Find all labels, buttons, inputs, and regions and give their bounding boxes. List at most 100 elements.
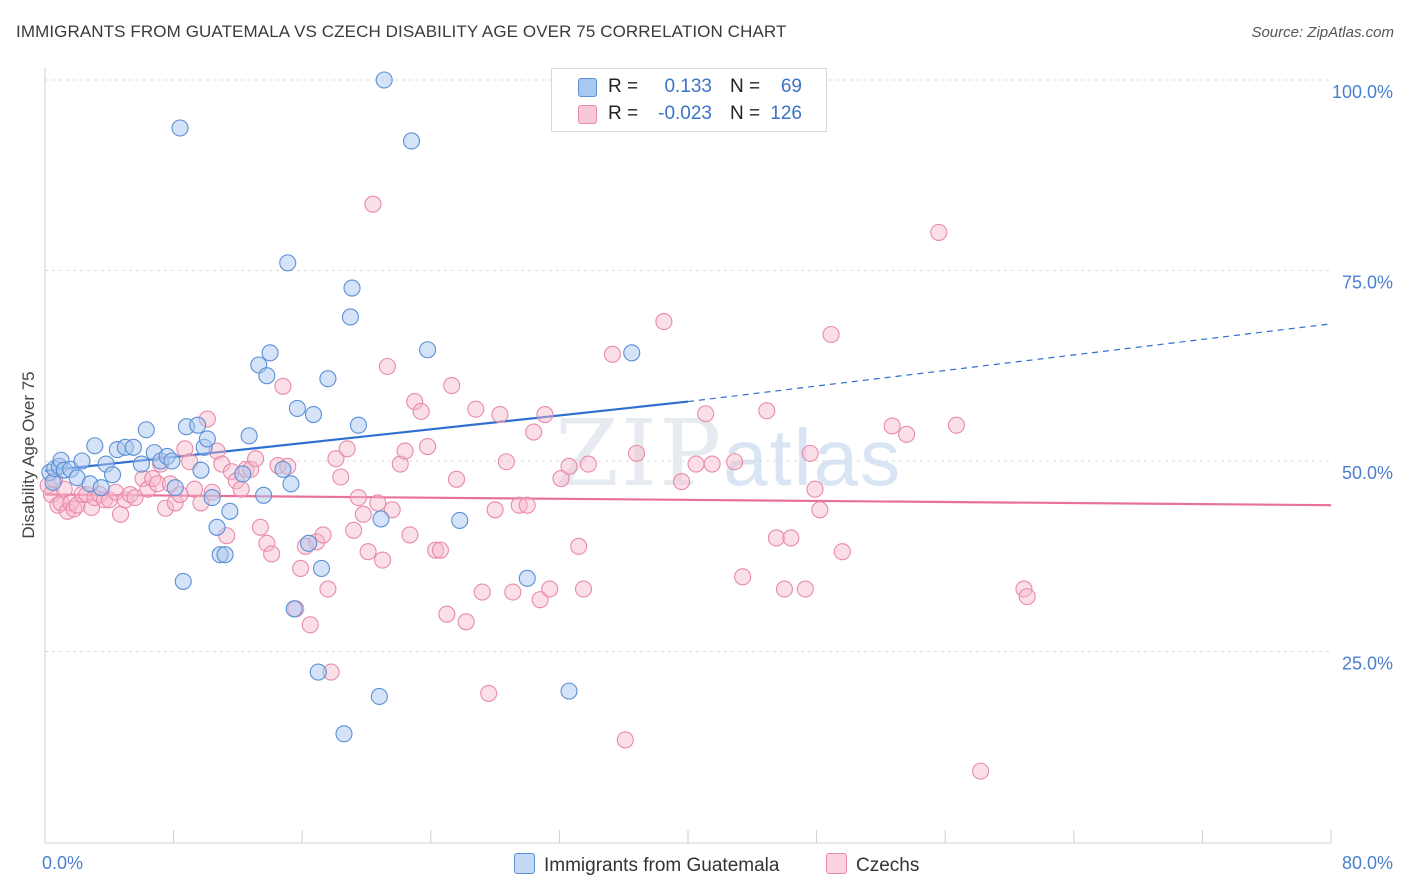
guatemala-point	[370, 687, 388, 706]
guatemala-point	[124, 438, 142, 456]
czech-point	[687, 455, 705, 473]
czech-point	[806, 480, 824, 498]
czech-point	[364, 195, 382, 213]
guatemala-point	[560, 682, 578, 700]
grid-lines	[45, 79, 1331, 652]
guatemala-point	[92, 479, 110, 497]
czech-point	[121, 485, 139, 504]
guatemala-point	[192, 461, 210, 479]
guatemala-point	[103, 466, 122, 484]
legend-swatch-blue	[578, 78, 597, 97]
czech-point	[541, 580, 559, 598]
guatemala-point	[300, 534, 318, 552]
czech-point	[258, 534, 276, 552]
legend-r-value: 0.133	[664, 76, 712, 97]
czech-point	[126, 489, 144, 507]
legend-n-value: 69	[780, 76, 802, 97]
y-tick-label: 25.0%	[1342, 654, 1393, 674]
czech-point	[427, 541, 445, 559]
guatemala-point	[258, 367, 276, 385]
guatemala-point	[304, 405, 323, 424]
guatemala-point	[73, 452, 91, 470]
legend-n-label: N =	[730, 103, 761, 124]
czech-point	[314, 526, 332, 544]
czech-point	[447, 470, 466, 488]
guatemala-point	[282, 475, 300, 493]
czech-point	[251, 518, 269, 536]
guatemala-point	[240, 427, 258, 445]
czech-point	[796, 580, 814, 598]
czech-point	[396, 442, 414, 460]
czech-point	[703, 455, 721, 473]
czech-point	[726, 453, 744, 471]
czech-point	[822, 325, 840, 344]
x-tick-label: 0.0%	[42, 853, 83, 873]
czech-point	[383, 501, 401, 519]
legend-n-value: 126	[770, 103, 802, 124]
guatemala-point	[623, 344, 641, 362]
bottom-legend-czechs: Czechs	[826, 853, 919, 877]
czech-point	[49, 496, 67, 514]
guatemala-point	[174, 572, 192, 590]
czech-point	[603, 345, 621, 363]
guatemala-point	[309, 663, 327, 681]
legend-swatch-pink	[578, 105, 597, 124]
correlation-legend: R = 0.133 N = 69 R = -0.023 N = 126	[551, 68, 827, 132]
czech-point	[570, 537, 588, 555]
czech-point	[1018, 588, 1036, 606]
guatemala-point	[274, 460, 292, 478]
axes	[44, 68, 1332, 844]
guatemala-point	[343, 279, 361, 297]
legend-label: Immigrants from Guatemala	[544, 855, 780, 876]
czech-point	[811, 501, 829, 519]
czech-point	[734, 568, 752, 586]
czech-point	[574, 580, 593, 598]
czech-point	[833, 543, 851, 561]
guatemala-point	[372, 510, 390, 528]
czech-point	[930, 223, 948, 241]
czech-point	[673, 473, 691, 491]
czech-point	[525, 423, 543, 441]
czech-point	[274, 377, 292, 395]
czech-point	[292, 559, 310, 577]
guatemala-point	[86, 437, 104, 455]
guatemala-point	[375, 71, 393, 89]
czech-point	[536, 405, 554, 424]
czech-point	[263, 545, 281, 563]
czech-point	[443, 377, 461, 395]
y-tick-label: 50.0%	[1342, 463, 1393, 483]
czech-point	[655, 313, 673, 331]
czech-point	[406, 393, 424, 411]
czech-point	[176, 440, 194, 458]
data-points	[39, 71, 1036, 780]
czech-point	[486, 501, 504, 519]
guatemala-point	[163, 452, 181, 470]
guatemala-point	[402, 132, 421, 150]
czech-point	[491, 405, 509, 424]
guatemala-point	[261, 344, 279, 362]
czech-point	[560, 457, 578, 475]
legend-r-label: R =	[608, 103, 639, 124]
guatemala-point	[203, 489, 221, 507]
czech-point	[338, 440, 356, 458]
chart-source: Source: ZipAtlas.com	[1251, 24, 1394, 41]
guatemala-point	[208, 518, 226, 536]
czech-point	[144, 469, 162, 488]
legend-r-value: -0.023	[658, 103, 712, 124]
czech-point	[518, 496, 536, 514]
guatemala-point	[312, 559, 331, 577]
czech-point	[112, 505, 130, 523]
czech-point	[767, 529, 785, 547]
czech-point	[345, 521, 363, 539]
czech-point	[497, 453, 515, 471]
czech-point	[412, 402, 430, 421]
tick-labels: 25.0% 50.0% 75.0% 100.0% 0.0% 80.0%	[42, 82, 1393, 873]
czech-point	[467, 400, 485, 418]
guatemala-point	[189, 416, 207, 434]
czech-point	[504, 583, 522, 601]
czech-point	[232, 480, 250, 498]
legend-swatch-pink	[826, 853, 847, 874]
legend-label: Czechs	[856, 855, 920, 876]
czech-point	[369, 494, 387, 512]
